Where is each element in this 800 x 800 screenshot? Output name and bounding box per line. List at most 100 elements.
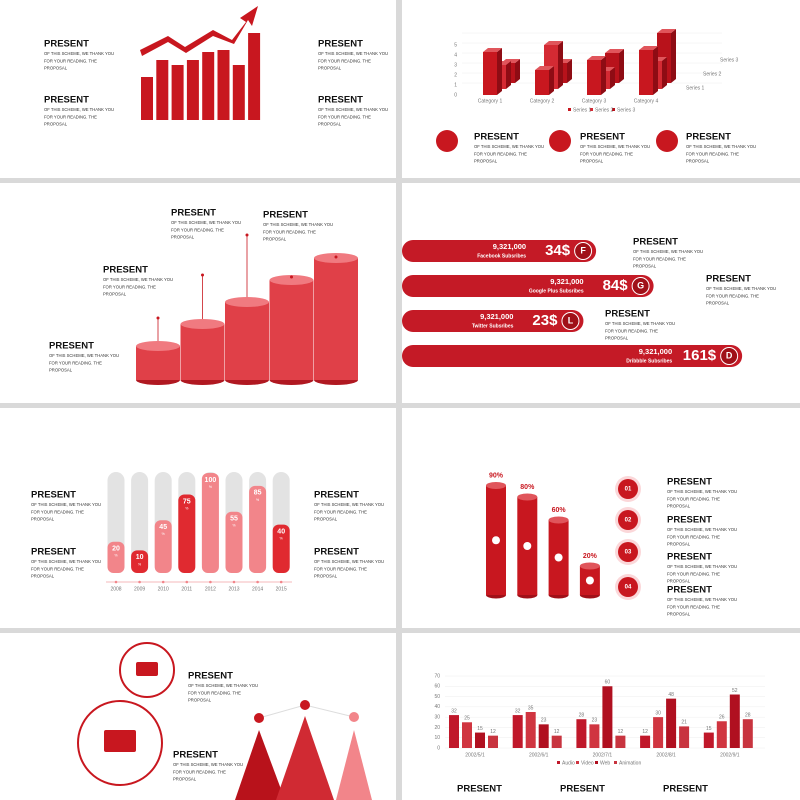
series-axis-label: Series 1 — [686, 85, 705, 91]
value-label: 28 — [745, 713, 751, 719]
number: 04 — [625, 585, 632, 591]
pyramid — [336, 730, 372, 800]
block-text: OF THIS SCHEME, WE THANK YOU — [667, 597, 737, 602]
cylinder — [314, 258, 358, 380]
bar-side — [549, 66, 554, 95]
value-label: 100 — [205, 477, 217, 484]
block-text: PROPOSAL — [686, 159, 710, 164]
value-label: 40 — [277, 528, 285, 535]
value-label: 90% — [489, 472, 504, 479]
cylinder-top — [269, 275, 314, 285]
letter: D — [726, 350, 733, 360]
bar-top — [535, 66, 554, 70]
y-tick-label: 10 — [434, 735, 440, 741]
legend-label: Series 2 — [595, 107, 614, 113]
block-text: OF THIS SCHEME, WE THANK YOU — [318, 51, 388, 56]
bar — [202, 52, 215, 120]
number-circle — [618, 577, 638, 597]
axis-dot — [256, 580, 259, 584]
block-text: PROPOSAL — [314, 517, 338, 522]
y-tick-label: 40 — [434, 704, 440, 710]
block-text: FOR YOUR READING. THE — [188, 690, 241, 695]
block-text: OF THIS SCHEME, WE THANK YOU — [173, 762, 243, 767]
laptop-icon — [136, 662, 158, 676]
capsule — [201, 473, 219, 573]
letter: L — [568, 315, 574, 325]
value-label: 48 — [668, 692, 674, 698]
count-name: Google Plus Subsribes — [529, 288, 584, 294]
axis-dot — [161, 580, 165, 584]
value-label: 45 — [159, 524, 167, 531]
value-label: 21 — [681, 720, 687, 726]
block-text: PROPOSAL — [31, 574, 55, 579]
block-text: OF THIS SCHEME, WE THANK YOU — [49, 353, 119, 358]
x-tick-label: 2002/5/1 — [465, 752, 485, 758]
letter-circle — [561, 312, 580, 330]
capsule — [249, 485, 267, 573]
bar-side — [515, 59, 520, 83]
block-text: OF THIS SCHEME, WE THANK YOU — [44, 51, 114, 56]
unit-label: % — [256, 498, 259, 502]
block-text: OF THIS SCHEME, WE THANK YOU — [314, 559, 384, 564]
axis-dot — [114, 580, 118, 584]
letter-circle — [574, 242, 593, 260]
block-text: PROPOSAL — [667, 504, 691, 509]
icon-circle — [549, 130, 571, 152]
y-tick-label: 30 — [434, 714, 440, 720]
number-circle — [618, 479, 638, 499]
pyramid — [276, 716, 334, 800]
block-text: PROPOSAL — [188, 698, 212, 703]
bar-side — [506, 61, 511, 89]
value-label: 15 — [477, 726, 483, 732]
bar-side — [601, 56, 606, 95]
axis-dot — [138, 580, 141, 584]
bar — [653, 717, 664, 748]
bar — [587, 60, 601, 95]
block-text: FOR YOUR READING. THE — [706, 293, 759, 298]
cylinder — [180, 324, 225, 380]
bar-top — [605, 49, 624, 53]
price: 34$ — [545, 242, 571, 259]
x-tick-label: Category 2 — [530, 98, 555, 104]
pyramid — [235, 730, 285, 800]
bar-side — [619, 49, 624, 83]
block-text: PROPOSAL — [318, 122, 342, 127]
number-circle — [618, 542, 638, 562]
cylinder — [269, 280, 314, 380]
unit-label: % — [280, 537, 283, 541]
unit-label: % — [114, 554, 117, 558]
number: 02 — [625, 518, 632, 524]
bar — [525, 712, 536, 748]
bar — [716, 721, 727, 748]
capsule — [178, 494, 196, 573]
cylinder-top — [136, 341, 180, 351]
bar — [551, 735, 562, 748]
block-text: FOR YOUR READING. THE — [44, 114, 97, 119]
capsule — [107, 541, 125, 573]
block-text: OF THIS SCHEME, WE THANK YOU — [474, 144, 544, 149]
unit-label: % — [185, 506, 188, 510]
block-text: FOR YOUR READING. THE — [49, 360, 102, 365]
icon — [554, 553, 563, 562]
bar-side — [662, 57, 667, 89]
value-label: 75 — [183, 498, 191, 505]
capsule — [154, 520, 172, 573]
monitor-icon — [104, 730, 136, 752]
bar — [538, 724, 549, 748]
block-title: PRESENT — [318, 95, 363, 106]
cylinder-top — [548, 516, 569, 524]
bar — [232, 65, 245, 120]
bar — [248, 33, 261, 120]
block-text: FOR YOUR READING. THE — [31, 509, 84, 514]
block-text: FOR YOUR READING. THE — [474, 151, 527, 156]
ribbon — [402, 310, 584, 332]
block-title: PRESENT — [49, 341, 94, 352]
block-title: PRESENT — [667, 585, 712, 596]
y-tick-label: 50 — [434, 694, 440, 700]
letter: G — [637, 280, 644, 290]
value-label: 60 — [605, 680, 611, 686]
block-title: PRESENT — [188, 671, 233, 682]
block-text: PROPOSAL — [173, 777, 197, 782]
legend-swatch — [557, 761, 560, 764]
